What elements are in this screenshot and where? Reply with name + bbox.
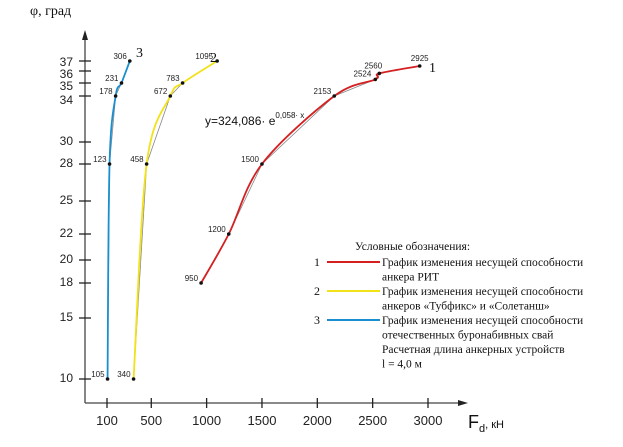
data-point-label: 1095 — [195, 52, 213, 61]
data-point-label: 306 — [113, 52, 127, 61]
series-group: 9501200150021532524256029251340458672783… — [91, 46, 436, 381]
data-point-label: 2925 — [411, 54, 429, 63]
legend-text: анкеров «Тубфикс» и «Солетанш» — [382, 301, 550, 313]
y-tick-label: 28 — [60, 156, 74, 170]
data-point — [107, 162, 112, 166]
legend: Условные обозначения: 1 График изменения … — [314, 241, 583, 371]
data-point-label: 2560 — [364, 61, 382, 70]
series-3-line — [106, 60, 131, 380]
data-point — [199, 281, 203, 285]
x-ticks: 100 500 1000 1500 2000 2500 3000 — [96, 398, 442, 428]
series-number-label: 1 — [429, 61, 436, 76]
legend-number: 3 — [314, 313, 320, 327]
series-3-polyline — [107, 60, 131, 380]
data-point-label: 105 — [91, 370, 105, 379]
x-axis-label-main: F — [468, 412, 479, 432]
data-point-label: 1500 — [241, 155, 259, 164]
data-point — [168, 94, 173, 98]
data-point — [131, 377, 136, 381]
legend-entry-2: 2 График изменения несущей способности анк… — [314, 284, 583, 313]
x-tick-label: 3000 — [414, 413, 443, 428]
data-point-label: 458 — [130, 155, 144, 164]
data-point-label: 123 — [93, 155, 107, 164]
y-tick-label: 18 — [60, 275, 74, 289]
series-2-polyline — [133, 60, 218, 380]
data-point — [119, 81, 124, 85]
data-point-label: 2153 — [313, 87, 331, 96]
y-tick-label: 20 — [60, 252, 74, 266]
x-tick-label: 2500 — [358, 413, 387, 428]
x-tick-label: 500 — [140, 413, 162, 428]
data-point — [144, 162, 149, 166]
data-point — [113, 94, 118, 98]
data-point — [215, 59, 219, 63]
x-tick-label: 1500 — [248, 413, 277, 428]
data-point — [226, 232, 231, 236]
y-tick-label: 37 — [60, 55, 74, 69]
equation-exponent: 0,058· x — [275, 111, 304, 120]
legend-entry-1: 1 График изменения несущей способности анк… — [314, 255, 583, 284]
data-point-label: 231 — [105, 74, 119, 83]
data-point-label: 783 — [166, 74, 180, 83]
data-point — [128, 59, 132, 63]
legend-text: График изменения несущей способности — [382, 257, 583, 269]
y-tick-label: 30 — [60, 134, 74, 148]
data-point-label: 178 — [99, 87, 113, 96]
data-point-label: 950 — [185, 274, 199, 283]
series-number-label: 2 — [210, 51, 217, 66]
y-tick-label: 22 — [60, 226, 74, 240]
y-tick-label: 36 — [60, 67, 74, 81]
x-tick-label: 1000 — [192, 413, 221, 428]
legend-text: График изменения несущей способности — [382, 315, 583, 327]
data-point-label: 340 — [117, 370, 131, 379]
axes: φ, град Fd, кН — [30, 4, 504, 435]
legend-text: Расчетная длина анкерных устройств — [382, 344, 565, 356]
y-tick-label: 10 — [60, 371, 74, 385]
series-2-line — [132, 60, 218, 380]
y-tick-label: 34 — [60, 93, 74, 107]
x-axis-label-sub: d — [479, 423, 485, 435]
x-tick-label: 2000 — [303, 413, 332, 428]
x-tick-label: 100 — [96, 413, 118, 428]
legend-number: 2 — [314, 284, 320, 298]
x-axis-label: Fd, кН — [468, 412, 504, 435]
equation-prefix: y=324,086· e — [205, 114, 276, 128]
data-point — [332, 94, 337, 98]
series-number-label: 3 — [136, 46, 143, 61]
data-point — [417, 64, 422, 68]
data-point-label: 1200 — [208, 225, 226, 234]
data-point-label: 672 — [154, 87, 168, 96]
x-axis-arrow — [458, 400, 468, 406]
y-tick-label: 15 — [60, 310, 74, 324]
y-axis-label: φ, град — [30, 4, 71, 19]
legend-number: 1 — [314, 255, 320, 269]
legend-text: анкера РИТ — [382, 272, 439, 284]
legend-text: l = 4,0 м — [382, 359, 423, 371]
y-axis-arrow — [82, 30, 88, 40]
x-axis-label-unit: , кН — [485, 419, 504, 431]
y-tick-label: 35 — [60, 79, 74, 93]
legend-title: Условные обозначения: — [355, 241, 470, 253]
data-point — [377, 71, 382, 76]
equation-label: y=324,086· e0,058· x — [205, 111, 304, 128]
data-point — [260, 162, 264, 166]
legend-text: отечественных буронабивных свай — [382, 330, 553, 342]
data-point — [373, 77, 378, 82]
series-3: 105 123 178 231 306 3 — [91, 46, 143, 381]
data-point-label: 2524 — [354, 69, 372, 78]
data-point — [180, 81, 185, 85]
y-tick-label: 25 — [60, 193, 74, 207]
data-point — [105, 377, 110, 381]
legend-entry-3: 3 График изменения несущей способности оте… — [314, 313, 583, 371]
legend-text: График изменения несущей способности — [382, 286, 583, 298]
